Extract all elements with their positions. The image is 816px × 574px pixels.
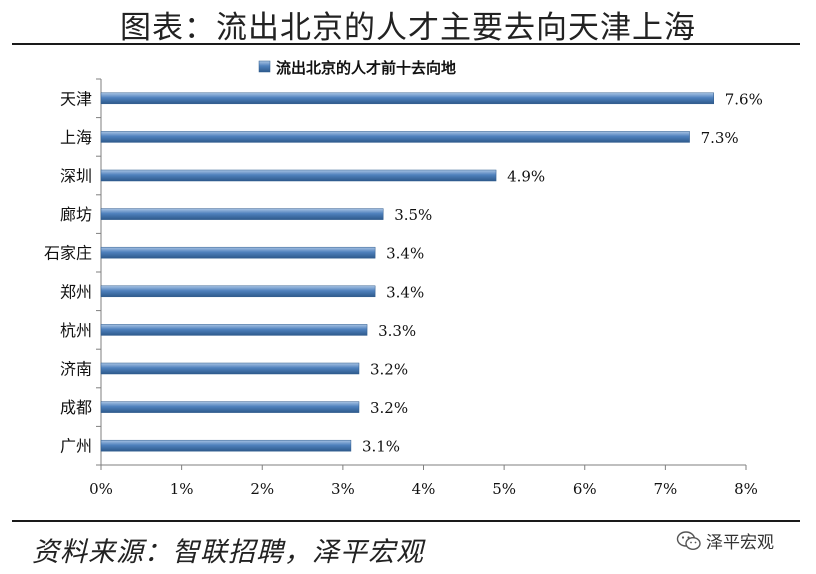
- value-label: 7.6%: [725, 90, 763, 108]
- value-label: 4.9%: [507, 168, 545, 186]
- x-tick-label: 5%: [492, 480, 516, 498]
- legend-label: 流出北京的人才前十去向地: [276, 59, 456, 77]
- category-label: 石家庄: [44, 244, 92, 263]
- x-tick-label: 4%: [412, 480, 436, 498]
- figure-title: 图表：流出北京的人才主要去向天津上海: [120, 10, 696, 46]
- value-label: 3.2%: [370, 361, 408, 379]
- bottom-rule: [12, 520, 800, 522]
- category-label: 成都: [60, 398, 92, 417]
- chart-bars: [100, 92, 714, 452]
- bar: [100, 285, 376, 298]
- watermark: 泽平宏观: [676, 528, 774, 553]
- x-tick-label: 1%: [170, 480, 194, 498]
- x-tick-label: 0%: [89, 480, 113, 498]
- category-label: 廊坊: [60, 205, 92, 224]
- category-label: 郑州: [60, 282, 92, 301]
- bar: [100, 131, 690, 143]
- bar-chart: 流出北京的人才前十去向地 0% 1% 2% 3% 4% 5% 6% 7% 8% 天津 7.6% 上海…: [44, 59, 763, 498]
- bar: [100, 401, 360, 413]
- wechat-icon: [676, 530, 701, 550]
- category-label: 广州: [60, 437, 92, 456]
- category-label: 上海: [60, 128, 92, 147]
- value-label: 3.3%: [378, 322, 416, 340]
- x-tick-label: 3%: [331, 480, 355, 498]
- bar: [100, 439, 352, 452]
- bar: [100, 246, 376, 259]
- x-tick-label: 2%: [250, 480, 274, 498]
- category-label: 济南: [60, 360, 92, 379]
- value-label: 3.4%: [386, 283, 424, 301]
- chart-axes: 0% 1% 2% 3% 4% 5% 6% 7% 8%: [89, 78, 758, 498]
- watermark-text: 泽平宏观: [706, 533, 774, 553]
- bar: [100, 208, 384, 220]
- x-tick-label: 6%: [573, 480, 597, 498]
- top-rule: [12, 43, 800, 45]
- value-label: 3.1%: [362, 438, 400, 456]
- chart-legend: 流出北京的人才前十去向地: [258, 59, 456, 77]
- bar: [100, 324, 368, 336]
- x-tick-label: 8%: [734, 480, 758, 498]
- source-note: 资料来源：智联招聘，泽平宏观: [32, 537, 424, 568]
- bar: [100, 362, 360, 375]
- category-label: 杭州: [60, 321, 92, 340]
- bar: [100, 169, 497, 182]
- bar: [100, 92, 714, 105]
- category-label: 深圳: [60, 167, 92, 186]
- value-label: 7.3%: [701, 129, 739, 147]
- chart-labels: 天津 7.6% 上海 7.3% 深圳 4.9% 廊坊 3.5% 石家庄 3.4% 郑州 3.4% 杭州 3…: [44, 89, 763, 455]
- legend-swatch: [258, 60, 271, 73]
- value-label: 3.4%: [386, 245, 424, 263]
- x-tick-label: 7%: [653, 480, 677, 498]
- category-label: 天津: [60, 89, 92, 108]
- value-label: 3.5%: [394, 206, 432, 224]
- value-label: 3.2%: [370, 399, 408, 417]
